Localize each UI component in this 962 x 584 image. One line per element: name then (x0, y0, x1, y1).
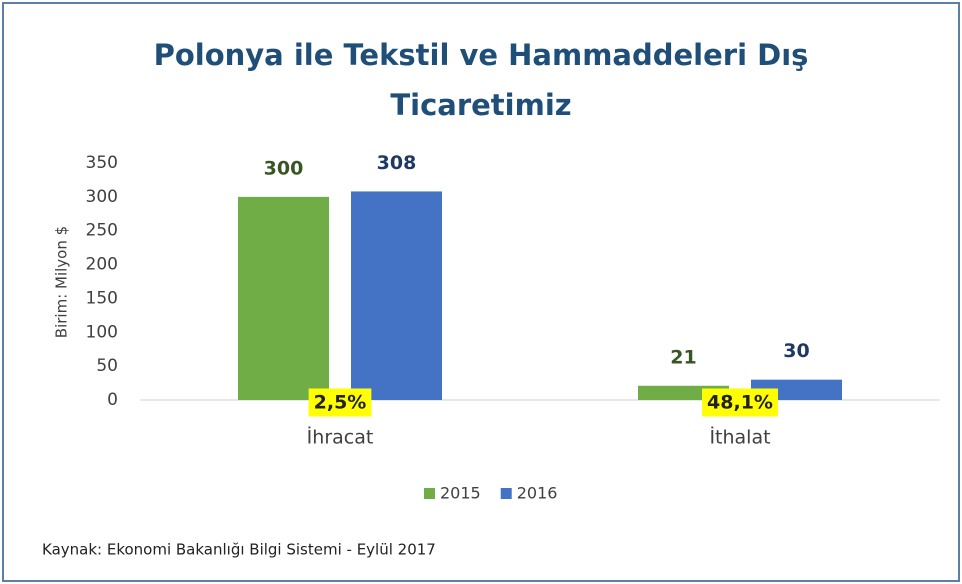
y-axis-label: Birim: Milyon $ (53, 226, 71, 338)
x-tick-label: İhracat (307, 426, 374, 449)
data-label: 21 (670, 346, 696, 368)
chart-title: Polonya ile Tekstil ve Hammaddeleri Dış … (153, 38, 809, 122)
y-tick-label: 150 (86, 288, 118, 308)
legend-label: 2015 (440, 484, 481, 503)
y-tick-label: 250 (86, 221, 118, 241)
legend-swatch (424, 488, 435, 499)
x-tick-label: İthalat (709, 426, 770, 449)
legend-swatch (500, 488, 512, 499)
y-tick-label: 100 (86, 322, 118, 342)
source: Kaynak: Ekonomi Bakanlığı Bilgi Sistemi … (42, 541, 436, 559)
legend-label: 2016 (517, 484, 558, 503)
annotation-bg (702, 388, 778, 417)
bar (351, 191, 442, 400)
y-tick-label: 350 (86, 153, 118, 173)
y-tick-label: 200 (86, 255, 118, 275)
y-tick-label: 300 (86, 187, 118, 207)
annotation: 48,1% (707, 392, 773, 414)
data-label: 308 (377, 152, 417, 174)
y-tick-label: 0 (107, 390, 118, 410)
bar (238, 196, 329, 400)
annotation: 2,5% (314, 392, 367, 414)
data-label: 30 (783, 340, 809, 362)
annotation-bg (308, 388, 372, 417)
y-tick-label: 50 (96, 356, 118, 376)
data-label: 300 (264, 157, 304, 179)
